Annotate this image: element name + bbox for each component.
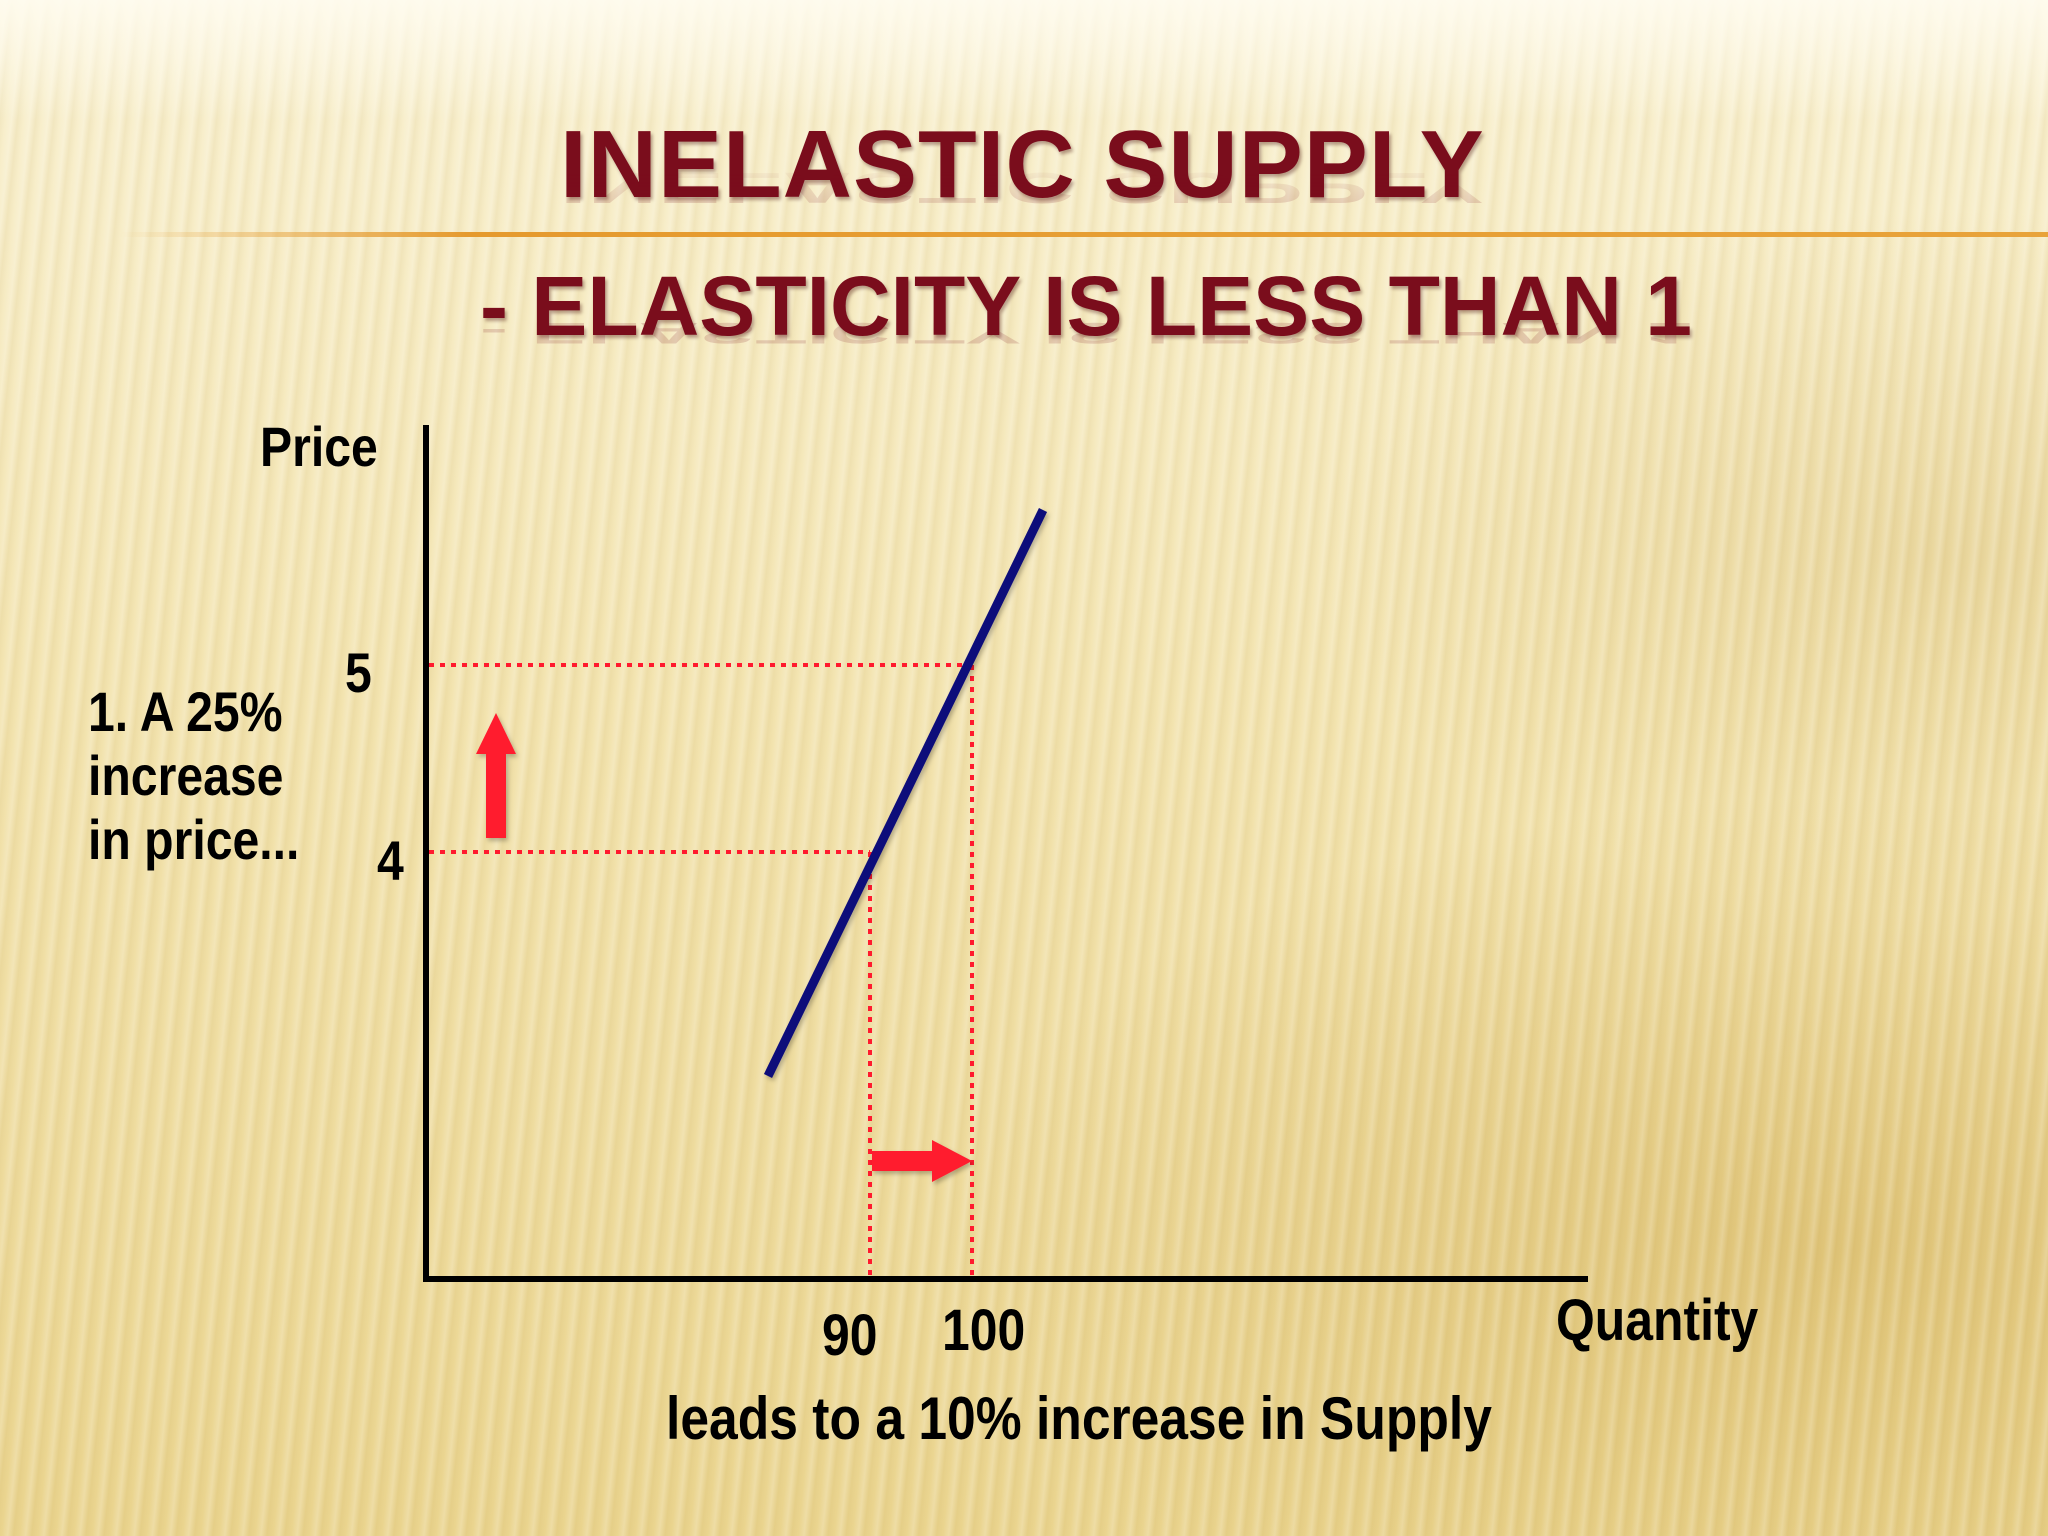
price-low-tick: 4 [377, 829, 404, 892]
x-axis-label: Quantity [1556, 1288, 1759, 1353]
quantity-low-tick: 90 [822, 1303, 878, 1368]
up-arrow-icon [476, 713, 516, 838]
price-change-note: 1. A 25% increase in price... [88, 680, 299, 872]
title-rule [120, 232, 2048, 237]
right-arrow-icon [872, 1140, 972, 1182]
slide-subtitle: - ELASTICITY IS LESS THAN 1 [480, 259, 1692, 353]
price-note-line: 1. A 25% [88, 680, 283, 743]
y-axis-label: Price [260, 415, 378, 478]
quantity-high-tick: 100 [942, 1298, 1026, 1363]
quantity-change-note: leads to a 10% increase in Supply [666, 1385, 1492, 1452]
slide-title: INELASTIC SUPPLY [560, 111, 1485, 218]
price-note-line: in price... [88, 808, 300, 871]
background-highlight [0, 0, 2048, 120]
price-note-line: increase [88, 744, 284, 807]
supply-curve [763, 508, 1048, 1078]
price-high-tick: 5 [345, 641, 372, 704]
